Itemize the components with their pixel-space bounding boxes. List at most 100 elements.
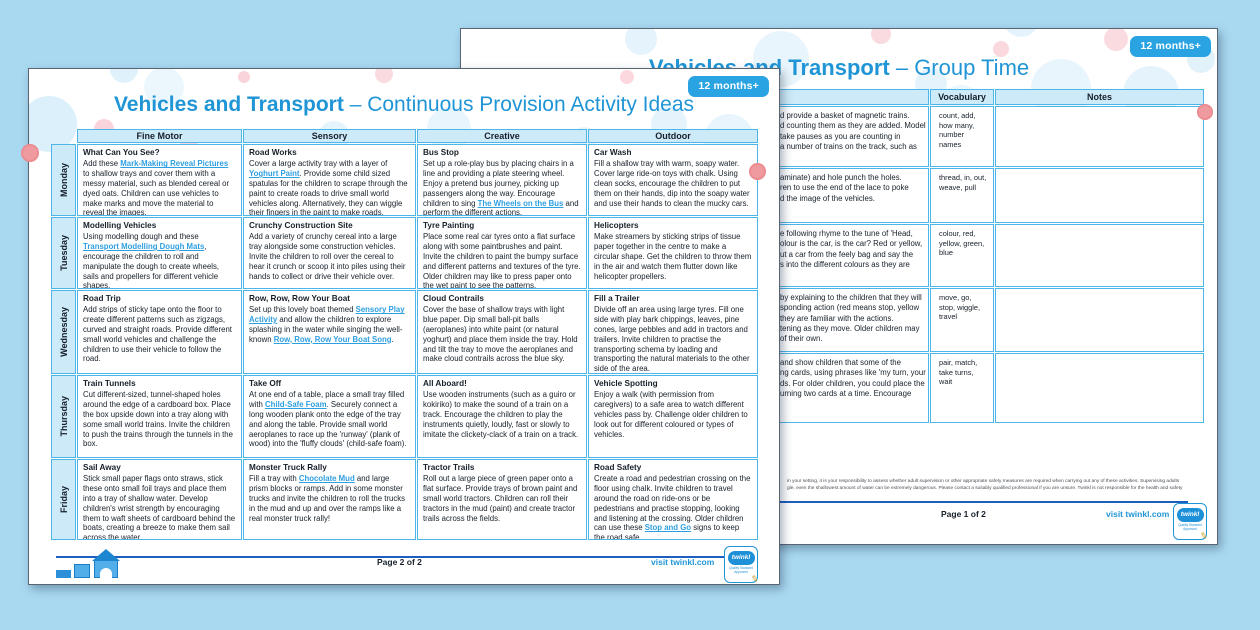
activity-cell: All Aboard! Use wooden instruments (such …	[417, 375, 587, 458]
vocabulary-cell: colour, red, yellow, green, blue	[930, 224, 994, 287]
column-header-outdoor: Outdoor	[588, 129, 758, 143]
activity-cell: Car Wash Fill a shallow tray with warm, s…	[588, 144, 758, 216]
resource-link-sensory-play-activity[interactable]: Sensory Play Activity	[249, 305, 405, 325]
activity-cell: Modelling Vehicles Using modelling dough …	[77, 217, 242, 289]
decor-bubble	[1104, 29, 1128, 51]
page-back-group-time: 12 months+ Vehicles and Transport – Grou…	[460, 28, 1218, 545]
decor-bubble	[993, 41, 1009, 57]
visit-twinkl-link[interactable]: visit twinkl.com	[1106, 509, 1170, 519]
activity-text: Add a variety of crunchy cereal into a l…	[249, 232, 406, 281]
visit-twinkl-link[interactable]: visit twinkl.com	[651, 557, 715, 567]
activity-title: All Aboard!	[423, 379, 467, 388]
activity-text: Set up a role-play bus by placing chairs…	[423, 159, 579, 216]
activity-ideas-table: Fine Motor Sensory Creative Outdoor Monday Wh…	[51, 129, 758, 540]
activity-title: Modelling Vehicles	[83, 221, 157, 230]
table-corner	[51, 129, 76, 143]
activity-title: Fill a Trailer	[594, 294, 640, 303]
resource-link-transport-modelling-dough-mats[interactable]: Transport Modelling Dough Mats	[83, 242, 205, 252]
block-medium	[74, 564, 90, 578]
page-number: Page 1 of 2	[941, 509, 986, 519]
activity-title: Road Safety	[594, 463, 642, 472]
age-badge: 12 months+	[1130, 36, 1211, 57]
resource-link-child-safe-foam[interactable]: Child-Safe Foam	[265, 400, 327, 410]
activity-title: Monster Truck Rally	[249, 463, 327, 472]
resource-link-mark-making-reveal-pictures[interactable]: Mark-Making Reveal Pictures	[120, 159, 229, 169]
twinkl-cloud-logo: twinkl	[1176, 508, 1204, 522]
age-badge: 12 months+	[688, 76, 769, 97]
decor-bubble	[144, 69, 184, 107]
footer-divider	[56, 556, 753, 558]
activity-text: Divide off an area using large tyres. Fi…	[594, 305, 750, 374]
activity-title: Car Wash	[594, 148, 632, 157]
activity-cell: What Can You See? Add these Mark-Making R…	[77, 144, 242, 216]
resource-link-chocolate-mud[interactable]: Chocolate Mud	[298, 474, 355, 484]
twinkl-tagline: Quality Standard Approved	[1178, 523, 1202, 531]
activity-text: At one end of a table, place a small tra…	[249, 390, 407, 449]
activity-title: Take Off	[249, 379, 282, 388]
activity-text: Fill a tray with Chocolate Mud and large…	[249, 474, 406, 523]
activity-text: Add these Mark-Making Reveal Pictures to…	[83, 159, 230, 216]
column-header-vocabulary: Vocabulary	[930, 89, 994, 105]
day-label-wednesday: Wednesday	[51, 290, 76, 374]
decor-bubble	[625, 29, 657, 55]
resource-link-row-row-row-your-boat-song[interactable]: Row, Row, Row Your Boat Song	[273, 334, 392, 344]
day-label-monday: Monday	[51, 144, 76, 216]
activity-cell: Bus Stop Set up a role-play bus by placin…	[417, 144, 587, 216]
activity-text: Roll out a large piece of green paper on…	[423, 474, 578, 523]
activity-cell: Road Trip Add strips of sticky tape onto …	[77, 290, 242, 374]
activity-title: Cloud Contrails	[423, 294, 484, 303]
activity-text: Enjoy a walk (with permission from careg…	[594, 390, 748, 439]
day-label-thursday: Thursday	[51, 375, 76, 458]
column-header-sensory: Sensory	[243, 129, 416, 143]
activity-cell: Train Tunnels Cut different-sized, tunnel…	[77, 375, 242, 458]
safety-disclaimer: in your setting, it is your responsibili…	[787, 479, 1183, 492]
column-header-notes: Notes	[995, 89, 1204, 105]
activity-text: Fill a shallow tray with warm, soapy wat…	[594, 159, 750, 208]
activity-text: Using modelling dough and these Transpor…	[83, 232, 220, 289]
activity-title: Bus Stop	[423, 148, 459, 157]
resource-link-the-wheels-on-the-bus[interactable]: The Wheels on the Bus	[477, 198, 564, 208]
title-subtitle: – Continuous Provision Activity Ideas	[343, 93, 695, 116]
twinkl-tagline: Quality Standard Approved	[729, 566, 753, 574]
decor-bubble	[620, 70, 634, 84]
notes-cell	[995, 168, 1204, 223]
resource-link-yoghurt-paint[interactable]: Yoghurt Paint	[249, 169, 300, 179]
activity-text: Stick small paper flags onto straws, sti…	[83, 474, 236, 540]
activity-title: Sail Away	[83, 463, 121, 472]
activity-cell: Crunchy Construction Site Add a variety o…	[243, 217, 416, 289]
notes-cell	[995, 224, 1204, 287]
activity-cell: Road Works Cover a large activity tray wi…	[243, 144, 416, 216]
twinkl-logo: twinkl Quality Standard Approved ✎	[724, 546, 760, 584]
activity-cell: Vehicle Spotting Enjoy a walk (with permi…	[588, 375, 758, 458]
page-number: Page 2 of 2	[377, 557, 422, 567]
activity-title: What Can You See?	[83, 148, 160, 157]
twinkl-cloud-logo: twinkl	[727, 551, 755, 565]
page-front-activity-ideas: 12 months+ Vehicles and Transport – Cont…	[28, 68, 780, 585]
resource-link-stop-and-go[interactable]: Stop and Go	[644, 523, 692, 533]
day-label-friday: Friday	[51, 459, 76, 540]
activity-text: Add strips of sticky tape onto the floor…	[83, 305, 232, 364]
decor-dot	[1197, 104, 1213, 120]
decor-dot	[749, 163, 766, 180]
vocabulary-cell: move, go, stop, wiggle, travel	[930, 288, 994, 352]
activity-cell: Tyre Painting Place some real car tyres o…	[417, 217, 587, 289]
activity-cell: Monster Truck Rally Fill a tray with Choc…	[243, 459, 416, 540]
decor-bubble	[375, 69, 393, 83]
activity-cell: Take Off At one end of a table, place a s…	[243, 375, 416, 458]
block-small	[56, 570, 71, 578]
title-topic: Vehicles and Transport	[113, 93, 344, 116]
decor-bubble	[29, 96, 77, 152]
column-header-creative: Creative	[417, 129, 587, 143]
activity-text: Make streamers by sticking strips of tis…	[594, 232, 752, 281]
decor-bubble	[238, 71, 250, 83]
activity-text: Place some real car tyres onto a flat su…	[423, 232, 581, 289]
activity-cell: Sail Away Stick small paper flags onto st…	[77, 459, 242, 540]
decor-bubble	[1003, 29, 1039, 37]
activity-text: Set up this lovely boat themed Sensory P…	[249, 305, 405, 344]
decor-bubble	[110, 69, 138, 83]
activity-title: Road Trip	[83, 294, 121, 303]
activity-cell: Helicopters Make streamers by sticking st…	[588, 217, 758, 289]
activity-text: Use wooden instruments (such as a guiro …	[423, 390, 579, 439]
activity-title: Vehicle Spotting	[594, 379, 658, 388]
